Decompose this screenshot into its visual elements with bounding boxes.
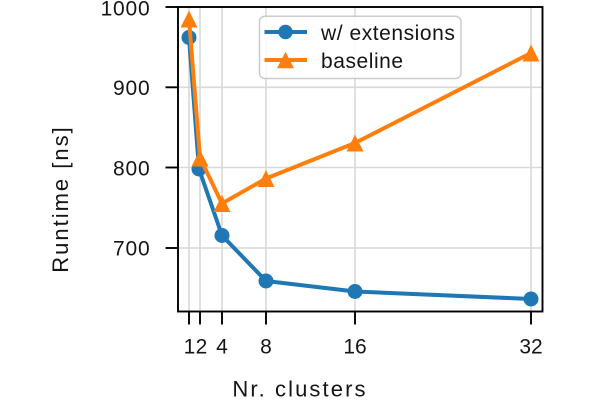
svg-text:Runtime [ns]: Runtime [ns] bbox=[48, 125, 73, 273]
svg-text:16: 16 bbox=[343, 336, 366, 359]
svg-text:1000: 1000 bbox=[101, 0, 151, 20]
svg-text:w/ extensions: w/ extensions bbox=[320, 22, 455, 45]
svg-text:32: 32 bbox=[519, 336, 542, 359]
svg-text:Nr. clusters: Nr. clusters bbox=[232, 377, 367, 400]
svg-text:800: 800 bbox=[113, 157, 150, 180]
svg-text:4: 4 bbox=[216, 336, 228, 359]
svg-text:8: 8 bbox=[260, 336, 272, 359]
svg-text:700: 700 bbox=[113, 238, 150, 261]
svg-text:2: 2 bbox=[196, 336, 208, 359]
svg-text:1: 1 bbox=[184, 336, 196, 359]
svg-text:900: 900 bbox=[113, 77, 150, 100]
svg-text:baseline: baseline bbox=[321, 50, 404, 73]
